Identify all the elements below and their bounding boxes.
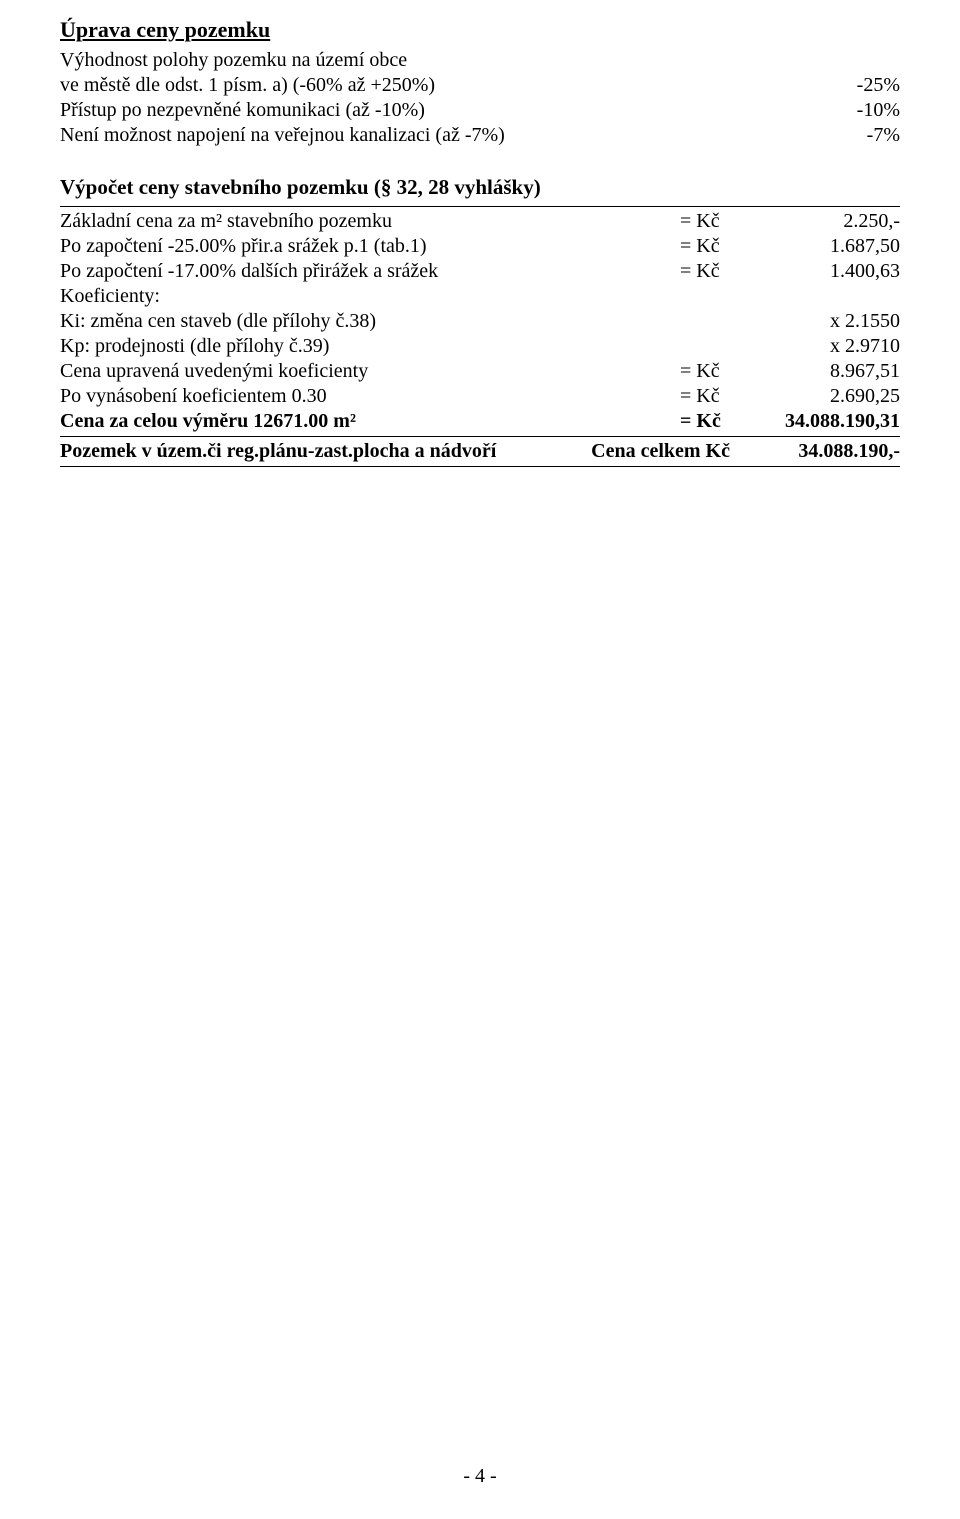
calc-value: 2.250,- (750, 209, 900, 234)
summary-mid: Cena celkem Kč (570, 439, 730, 464)
calc-value: 8.967,51 (750, 359, 900, 384)
calc-row: Po vynásobení koeficientem 0.30 = Kč 2.6… (60, 384, 900, 409)
calc-label: Po započtení -17.00% dalších přirážek a … (60, 259, 680, 284)
adjust-value: -25% (857, 73, 900, 98)
calc-label: Cena za celou výměru 12671.00 m² (60, 409, 680, 434)
adjust-line-3: Přístup po nezpevněné komunikaci (až -10… (60, 98, 900, 123)
calc-row: Po započtení -25.00% přir.a srážek p.1 (… (60, 234, 900, 259)
calc-row: Základní cena za m² stavebního pozemku =… (60, 209, 900, 234)
divider (60, 466, 900, 467)
calc-row: Koeficienty: (60, 284, 900, 309)
adjust-value: -7% (867, 123, 900, 148)
calc-kc: = Kč (680, 209, 750, 234)
calc-label: Po započtení -25.00% přir.a srážek p.1 (… (60, 234, 680, 259)
page-number: - 4 - (0, 1464, 960, 1489)
calc-value: x 2.9710 (750, 334, 900, 359)
calc-heading: Výpočet ceny stavebního pozemku (§ 32, 2… (60, 174, 900, 200)
calc-value: 1.687,50 (750, 234, 900, 259)
calc-value: 1.400,63 (750, 259, 900, 284)
adjust-text: ve městě dle odst. 1 písm. a) (-60% až +… (60, 73, 857, 98)
adjust-value: -10% (857, 98, 900, 123)
calc-kc: = Kč (680, 409, 750, 434)
calc-row: Cena upravená uvedenými koeficienty = Kč… (60, 359, 900, 384)
adjust-text: Není možnost napojení na veřejnou kanali… (60, 123, 867, 148)
calc-value: x 2.1550 (750, 309, 900, 334)
calc-kc: = Kč (680, 234, 750, 259)
calc-kc: = Kč (680, 384, 750, 409)
calc-row-total: Cena za celou výměru 12671.00 m² = Kč 34… (60, 409, 900, 434)
calc-row: Po započtení -17.00% dalších přirážek a … (60, 259, 900, 284)
calc-row: Ki: změna cen staveb (dle přílohy č.38) … (60, 309, 900, 334)
summary-label: Pozemek v územ.či reg.plánu-zast.plocha … (60, 439, 570, 464)
calc-label: Po vynásobení koeficientem 0.30 (60, 384, 680, 409)
calc-label: Základní cena za m² stavebního pozemku (60, 209, 680, 234)
calc-label: Koeficienty: (60, 284, 680, 309)
calc-label: Ki: změna cen staveb (dle přílohy č.38) (60, 309, 680, 334)
summary-row: Pozemek v územ.či reg.plánu-zast.plocha … (60, 439, 900, 464)
divider (60, 436, 900, 437)
adjust-line-2: ve městě dle odst. 1 písm. a) (-60% až +… (60, 73, 900, 98)
calc-value: 2.690,25 (750, 384, 900, 409)
calc-kc: = Kč (680, 359, 750, 384)
calc-row: Kp: prodejnosti (dle přílohy č.39) x 2.9… (60, 334, 900, 359)
calc-label: Cena upravená uvedenými koeficienty (60, 359, 680, 384)
calc-label: Kp: prodejnosti (dle přílohy č.39) (60, 334, 680, 359)
divider (60, 206, 900, 207)
calc-value: 34.088.190,31 (750, 409, 900, 434)
section-heading-uprava: Úprava ceny pozemku (60, 16, 900, 44)
adjust-line-4: Není možnost napojení na veřejnou kanali… (60, 123, 900, 148)
adjust-text: Přístup po nezpevněné komunikaci (až -10… (60, 98, 857, 123)
page: Úprava ceny pozemku Výhodnost polohy poz… (0, 0, 960, 1519)
adjust-text: Výhodnost polohy pozemku na území obce (60, 48, 900, 73)
summary-value: 34.088.190,- (730, 439, 900, 464)
calc-kc: = Kč (680, 259, 750, 284)
adjust-line-1: Výhodnost polohy pozemku na území obce (60, 48, 900, 73)
